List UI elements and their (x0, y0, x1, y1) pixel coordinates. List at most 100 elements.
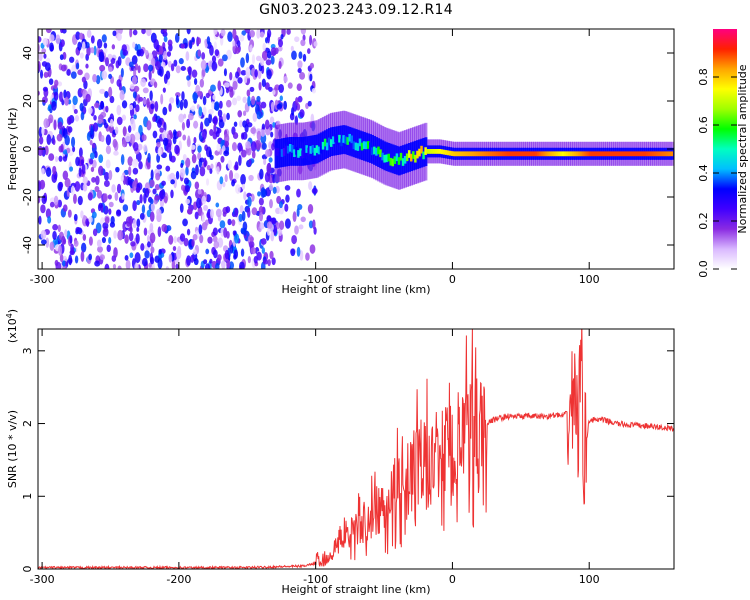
spectrogram-noise-blob (285, 194, 290, 203)
spectrogram-core (660, 151, 663, 157)
spectrogram-noise-blob (278, 60, 282, 70)
spectrogram-noise-blob (88, 253, 93, 261)
spectrogram-core (492, 151, 495, 157)
spectrogram-noise-blob (143, 63, 149, 73)
spectrogram-noise-blob (175, 263, 179, 269)
spectrogram-core (352, 141, 356, 150)
spectrogram-noise-blob (249, 236, 254, 242)
spectrogram-noise-blob (259, 57, 265, 67)
spectrogram-core (397, 157, 401, 165)
spectrogram-noise-blob (234, 233, 240, 244)
spectrogram-noise-blob (158, 66, 164, 77)
spectrogram-noise-blob (103, 122, 109, 129)
spectrogram-noise-blob (266, 215, 272, 222)
spectrogram-noise-blob (187, 135, 191, 146)
spectrogram-noise-blob (92, 228, 98, 237)
spectrogram-noise-blob (100, 100, 105, 110)
spectrogram-core (592, 151, 596, 157)
spectrogram-noise-blob (41, 167, 45, 175)
spectrogram-core (371, 147, 374, 156)
spectrogram-core (623, 151, 626, 157)
spectrogram-noise-blob (111, 184, 116, 193)
spectrogram-noise-blob (107, 53, 113, 60)
spectrogram-core (364, 141, 368, 150)
spectrogram-core (547, 151, 550, 157)
spectrogram-noise-blob (91, 177, 96, 183)
spectrogram-noise-blob (103, 180, 110, 188)
spectrogram-noise-blob (292, 211, 297, 223)
spectrogram-core (559, 151, 563, 157)
spectrogram-core (662, 151, 665, 157)
spectrogram-core (652, 151, 655, 157)
colorbar-tick-label: 0.6 (697, 116, 710, 134)
spectrogram-noise-blob (138, 96, 144, 102)
spectrogram-noise-blob (297, 68, 302, 74)
spectrogram-noise-blob (205, 248, 210, 255)
spectrogram-noise-blob (240, 227, 245, 234)
spectrogram-noise-blob (54, 155, 59, 163)
spectrogram-noise-blob (146, 98, 150, 108)
spectrogram-noise-blob (88, 216, 93, 224)
spectrogram-core (654, 151, 657, 157)
spectrogram-noise-blob (146, 234, 151, 243)
spectrogram-noise-blob (49, 241, 55, 251)
spectrogram-core (590, 151, 594, 157)
spectrogram-noise-blob (307, 100, 312, 107)
spectrogram-noise-blob (213, 240, 220, 249)
spectrogram-noise-blob (167, 39, 173, 47)
spectrogram-noise-blob (261, 142, 267, 150)
spectrogram-noise-blob (59, 54, 64, 61)
spectrogram-noise-blob (177, 245, 182, 255)
spectrogram-noise-blob (157, 147, 162, 157)
spectrogram-noise-blob (110, 215, 115, 225)
snr-plot: -300 -200 -100 0 100 0 1 2 3 Height of straight… (5, 309, 675, 596)
spectrogram-y-tick-label: 40 (21, 46, 34, 60)
spectrogram-noise-blob (82, 183, 88, 192)
spectrogram-noise-blob (142, 97, 147, 105)
spectrogram-noise-blob (311, 187, 318, 194)
spectrogram-noise-blob (170, 132, 174, 140)
spectrogram-noise-blob (143, 144, 148, 153)
spectrogram-noise-blob (175, 92, 181, 98)
snr-y-exponent: (x104) (5, 309, 19, 343)
spectrogram-noise-blob (182, 154, 187, 161)
spectrogram-noise-blob (141, 29, 146, 35)
spectrogram-noise-blob (251, 150, 256, 159)
spectrogram-noise-blob (269, 250, 274, 260)
spectrogram-noise-blob (123, 169, 130, 175)
spectrogram-core (274, 147, 278, 156)
spectrogram-noise-blob (250, 95, 256, 106)
spectrogram-noise-blob (62, 260, 66, 267)
spectrogram-noise-blob (179, 203, 184, 213)
spectrogram-noise-blob (186, 255, 192, 266)
spectrogram-noise-blob (226, 112, 230, 121)
spectrogram-noise-blob (217, 58, 224, 67)
spectrogram-noise-blob (243, 191, 247, 201)
spectrogram-noise-blob (206, 164, 211, 171)
spectrogram-noise-blob (140, 243, 145, 251)
spectrogram-noise-blob (43, 53, 47, 59)
spectrogram-noise-blob (169, 172, 176, 182)
spectrogram-noise-blob (246, 89, 251, 97)
colorbar: 0.0 0.2 0.4 0.6 0.8 Normalized spectral ampl… (697, 29, 749, 278)
spectrogram-noise-blob (122, 126, 127, 137)
spectrogram-noise-blob (223, 68, 227, 77)
spectrogram-noise-blob (140, 78, 147, 87)
spectrogram-noise-blob (187, 208, 193, 215)
spectrogram-noise-blob (96, 239, 102, 248)
spectrogram-core (576, 151, 579, 157)
spectrogram-noise-blob (272, 186, 277, 194)
spectrogram-noise-blob (154, 194, 160, 201)
spectrogram-noise-blob (52, 224, 59, 231)
spectrogram-noise-blob (232, 29, 237, 40)
spectrogram-core (321, 141, 325, 150)
spectrogram-noise-blob (69, 166, 74, 172)
spectrogram-noise-blob (252, 112, 258, 122)
spectrogram-noise-blob (270, 131, 274, 138)
spectrogram-noise-blob (186, 29, 191, 35)
spectrogram-noise-blob (186, 75, 191, 81)
spectrogram-core (463, 151, 466, 157)
spectrogram-core (412, 151, 415, 159)
spectrogram-noise-blob (104, 171, 110, 181)
spectrogram-noise-blob (81, 41, 86, 51)
